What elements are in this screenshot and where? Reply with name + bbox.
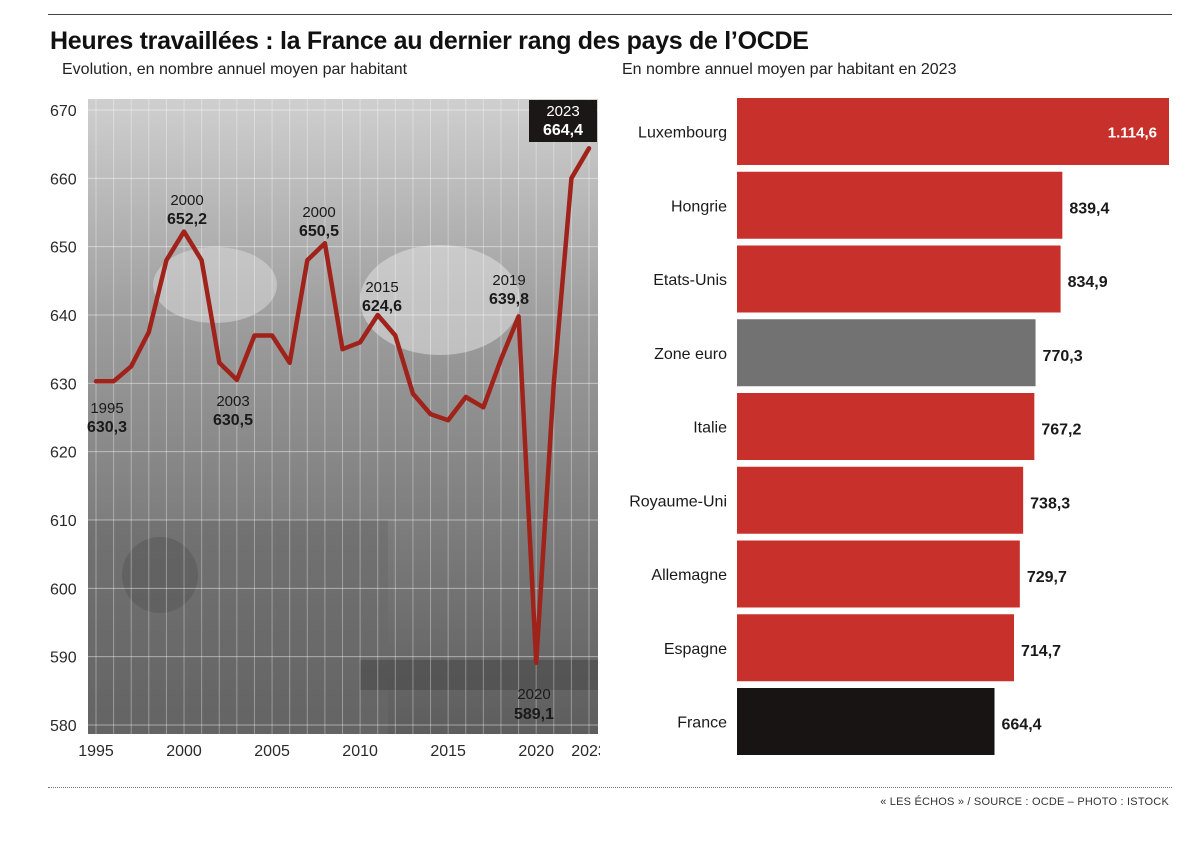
bar-value-label: 1.114,6 [1108, 125, 1157, 142]
x-tick-label: 2010 [342, 743, 378, 760]
annotation-year: 1995 [90, 400, 123, 417]
footer-divider [48, 787, 1172, 788]
bar-category-label: Royaume-Uni [629, 493, 727, 510]
line-chart-subtitle: Evolution, en nombre annuel moyen par ha… [62, 61, 408, 78]
x-tick-label: 2023 [571, 743, 600, 760]
annotation-value: 624,6 [362, 298, 402, 315]
annotation-year: 2003 [216, 393, 249, 410]
x-tick-label: 2020 [518, 743, 554, 760]
bar [737, 393, 1035, 460]
bar [737, 688, 995, 755]
bar-category-label: Zone euro [654, 346, 727, 363]
gear-wheel-shape [122, 537, 198, 613]
helmet-shape-left [153, 247, 277, 323]
y-tick-label: 590 [50, 650, 77, 667]
annotation-value: 639,8 [489, 291, 529, 308]
bar [737, 245, 1061, 313]
y-tick-label: 650 [50, 240, 77, 257]
bar-category-label: Luxembourg [638, 125, 727, 142]
bar [737, 466, 1024, 534]
bar-value-label: 834,9 [1068, 274, 1108, 291]
bar-value-label: 664,4 [1002, 717, 1042, 734]
y-tick-label: 630 [50, 376, 77, 393]
y-tick-label: 610 [50, 513, 77, 530]
bar-value-label: 729,7 [1027, 569, 1067, 586]
bar [737, 319, 1036, 387]
y-tick-label: 670 [50, 103, 77, 120]
x-tick-label: 2015 [430, 743, 466, 760]
bar [737, 98, 1169, 165]
annotation-year: 2000 [170, 192, 203, 209]
bar-value-label: 738,3 [1030, 495, 1070, 512]
y-tick-label: 580 [50, 718, 77, 735]
x-tick-label: 2005 [254, 743, 290, 760]
bar-category-label: Hongrie [671, 198, 727, 215]
x-tick-label: 2000 [166, 743, 202, 760]
annotation-value: 630,3 [87, 419, 127, 436]
y-tick-label: 660 [50, 171, 77, 188]
bar-category-label: France [677, 715, 727, 732]
bar-chart-subtitle: En nombre annuel moyen par habitant en 2… [622, 61, 957, 78]
annotation-year: 2000 [302, 204, 335, 221]
bar-value-label: 839,4 [1069, 200, 1109, 217]
callout-box-2023 [529, 100, 597, 142]
top-rule [48, 14, 1172, 15]
annotation-value: 630,5 [213, 412, 253, 429]
x-tick-label: 1995 [78, 743, 114, 760]
bar [737, 614, 1015, 682]
annotation-year: 2023 [546, 103, 579, 120]
annotation-value: 589,1 [514, 706, 554, 723]
lathe-screw-shape [360, 660, 598, 690]
chart-title: Heures travaillées : la France au dernie… [50, 27, 809, 55]
annotation-year: 2020 [517, 686, 550, 703]
y-tick-label: 600 [50, 581, 77, 598]
annotation-value: 650,5 [299, 223, 339, 240]
source-credit: « LES ÉCHOS » / SOURCE : OCDE – PHOTO : … [880, 796, 1169, 808]
bar-category-label: Espagne [664, 641, 727, 658]
helmet-shape-right [360, 245, 520, 355]
annotation-year: 2019 [492, 272, 525, 289]
bar-value-label: 770,3 [1043, 348, 1083, 365]
bar-category-label: Etats-Unis [653, 272, 727, 289]
bar [737, 171, 1063, 239]
annotation-value: 652,2 [167, 211, 207, 228]
y-tick-label: 640 [50, 308, 77, 325]
bar [737, 540, 1020, 608]
bar-category-label: Allemagne [651, 567, 727, 584]
y-tick-label: 620 [50, 445, 77, 462]
annotation-year: 2015 [365, 279, 398, 296]
annotation-value: 664,4 [543, 122, 583, 139]
bar-value-label: 767,2 [1041, 422, 1081, 439]
bar-value-label: 714,7 [1021, 643, 1061, 660]
bar-chart: Luxembourg 1.114,6 Hongrie 839,4 Etats-Unis 8… [629, 98, 1169, 755]
bar-category-label: Italie [693, 420, 727, 437]
